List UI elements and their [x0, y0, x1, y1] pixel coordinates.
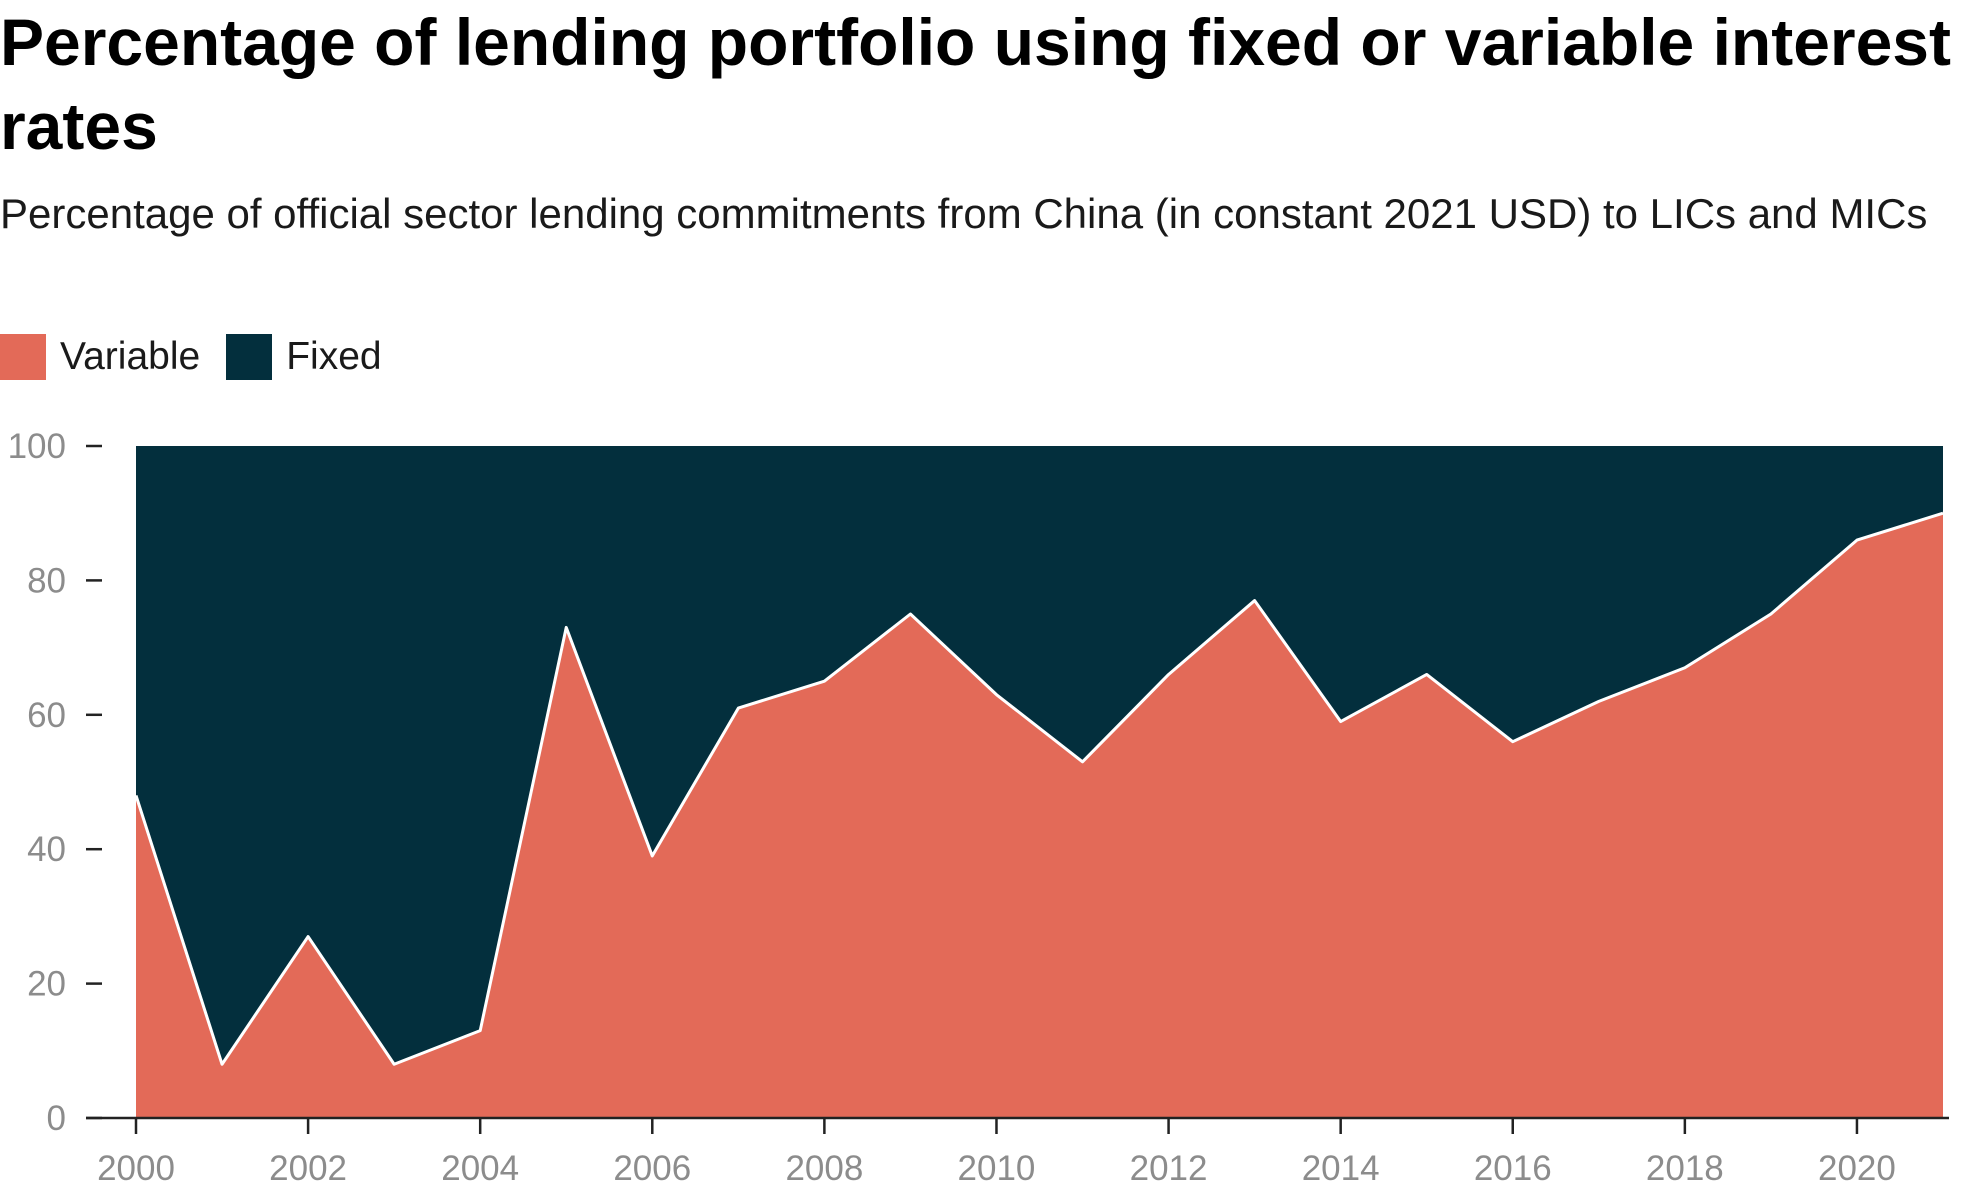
y-tick-label-80: 80 [27, 561, 66, 600]
y-tick-label-40: 40 [27, 830, 66, 869]
legend-swatch-fixed [226, 334, 273, 380]
x-tick-label-2010: 2010 [958, 1149, 1036, 1188]
chart-subtitle: Percentage of official sector lending co… [0, 190, 1928, 237]
x-tick-label-2018: 2018 [1646, 1149, 1724, 1188]
chart-title: Percentage of lending portfolio using fi… [0, 5, 1951, 163]
chart-areas [134, 446, 1944, 1118]
area-variable [136, 513, 1943, 1118]
x-tick-label-2000: 2000 [97, 1149, 175, 1188]
x-tick-label-2014: 2014 [1302, 1149, 1380, 1188]
legend: Variable Fixed [0, 333, 408, 381]
legend-label-fixed: Fixed [286, 335, 382, 378]
area-chart: 0 20 40 60 80 100 2000 2002 2004 2006 2008 2010 201… [8, 427, 1949, 1188]
legend-swatch-variable [0, 334, 46, 380]
y-tick-label-20: 20 [27, 965, 66, 1004]
y-axis: 0 20 40 60 80 100 [8, 427, 102, 1138]
legend-item-fixed: Fixed [226, 334, 382, 380]
series-boundary-line [134, 511, 1944, 1066]
x-tick-label-2008: 2008 [785, 1149, 863, 1188]
x-tick-label-2016: 2016 [1474, 1149, 1552, 1188]
area-fixed [136, 446, 1943, 1065]
x-tick-label-2002: 2002 [269, 1149, 347, 1188]
x-axis: 2000 2002 2004 2006 2008 2010 2012 2014 2016 2018… [86, 1116, 1949, 1188]
legend-label-variable: Variable [60, 335, 201, 378]
legend-item-variable: Variable [0, 334, 200, 380]
x-tick-label-2006: 2006 [613, 1149, 691, 1188]
x-tick-label-2012: 2012 [1130, 1149, 1208, 1188]
y-tick-label-100: 100 [8, 427, 66, 466]
x-tick-label-2020: 2020 [1818, 1149, 1896, 1188]
x-tick-label-2004: 2004 [441, 1149, 519, 1188]
y-tick-label-60: 60 [27, 696, 66, 735]
y-tick-label-0: 0 [47, 1099, 66, 1138]
